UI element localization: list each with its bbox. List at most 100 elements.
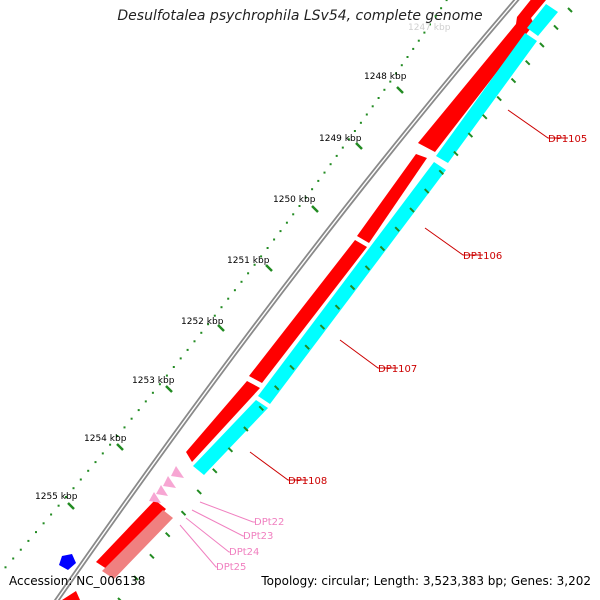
scale-dot (35, 531, 37, 534)
cds-dp1105-reverse (527, 4, 558, 36)
scale-dot (57, 504, 60, 507)
scale-dot (4, 566, 7, 569)
genome-backbone-inner (56, 0, 518, 600)
scale-dot (172, 366, 175, 368)
scale-dot (292, 213, 295, 216)
scale-dot (371, 105, 374, 108)
gene-labels: DP1105 DP1106 DP1107 DP1108 (288, 134, 587, 487)
scale-label-1251: 1251 kbp (227, 256, 270, 266)
scale-label-1249: 1249 kbp (319, 134, 362, 144)
gene-label-dp1108: DP1108 (288, 476, 327, 487)
scale-major-ticks (67, 86, 404, 510)
scale-labels: 1248 kbp 1249 kbp 1250 kbp 1251 kbp 1252… (35, 72, 407, 502)
inner-tick (482, 114, 488, 120)
cds-dp1107-reverse (258, 162, 446, 404)
scale-dot (359, 121, 362, 124)
genome-backbone-outer (53, 0, 520, 600)
scale-label-faint: 1247 kbp (408, 23, 451, 33)
inner-tick (319, 324, 326, 330)
inner-tick (423, 188, 430, 194)
trna-label-dpt24: DPt24 (229, 547, 259, 558)
scale-dot (137, 409, 140, 412)
cds-dp1108-forward (186, 381, 260, 462)
inner-tick (117, 597, 122, 600)
scale-dot (412, 47, 415, 50)
inner-tick (510, 77, 517, 84)
scale-dot (193, 340, 196, 343)
scale-dot (179, 357, 182, 360)
scale-dot (116, 435, 119, 437)
scale-dot (423, 31, 426, 34)
inner-tick (394, 226, 400, 232)
scale-dot (406, 56, 409, 58)
scale-dot (377, 97, 380, 99)
scale-dot (207, 323, 210, 326)
inner-tick (227, 447, 234, 453)
inner-tick (273, 385, 280, 391)
scale-dot (42, 522, 45, 525)
inner-tick (539, 42, 545, 48)
scale-dot (285, 221, 288, 224)
inner-tick (553, 24, 559, 31)
scale-dot (144, 400, 147, 403)
accession-text: Accession: NC_006138 (9, 574, 146, 588)
trna-dpt24-marker (156, 485, 168, 496)
scale-dot (298, 205, 301, 207)
scale-dot (165, 374, 168, 377)
cds-dp1108-reverse (193, 400, 268, 475)
scale-label-1255: 1255 kbp (35, 492, 78, 502)
scale-dot (87, 469, 90, 472)
scale-dot (65, 496, 67, 498)
scale-dot (130, 417, 133, 420)
inner-tick (453, 150, 459, 157)
scale-dot (213, 314, 216, 317)
scale-dot (434, 15, 437, 18)
trna-dpt25-marker (149, 492, 161, 503)
scale-dot (341, 146, 344, 149)
inner-tick (496, 95, 502, 102)
scale-dot (79, 478, 82, 481)
scale-label-1250: 1250 kbp (273, 195, 316, 205)
inner-tick (524, 59, 531, 66)
inner-tick (409, 207, 415, 213)
scale-dot (151, 391, 154, 394)
scale-dot (253, 263, 256, 266)
scale-dot (109, 443, 112, 446)
inner-tick (334, 304, 341, 310)
cds-bottom-forward (62, 591, 80, 600)
scale-dot (101, 452, 104, 455)
scale-dot (383, 88, 386, 91)
genome-summary-text: Topology: circular; Length: 3,523,383 bp… (261, 574, 591, 588)
scale-dot (335, 154, 338, 157)
trna-dpt23-marker (163, 476, 176, 488)
inner-tick (379, 245, 386, 252)
forward-cds-track (62, 0, 546, 600)
scale-dot (50, 513, 53, 516)
scale-dot (123, 426, 126, 429)
inner-tick (258, 405, 265, 412)
scale-label-1253: 1253 kbp (132, 376, 175, 386)
scale-dot (273, 238, 276, 241)
inner-tick (149, 553, 155, 560)
cds-dp1106-forward (357, 154, 427, 243)
inner-tick (196, 489, 202, 495)
trna-label-dpt25: DPt25 (216, 562, 246, 573)
scale-dot (353, 130, 356, 132)
inner-tick (243, 426, 249, 432)
scale-dot (365, 113, 368, 116)
scale-dot (440, 7, 443, 10)
scale-label-1254: 1254 kbp (84, 434, 127, 444)
cds-dp1105-forward (418, 0, 546, 152)
scale-dot (389, 80, 392, 83)
scale-dot (279, 230, 282, 233)
scale-dot (260, 255, 263, 258)
cds-trna-region-forward (96, 500, 166, 571)
inner-tick (289, 364, 295, 371)
scale-dot (400, 64, 403, 67)
map-title: Desulfotalea psychrophila LSv54, complet… (117, 8, 483, 24)
scale-dot (329, 163, 332, 166)
inner-tick (180, 510, 187, 516)
scale-dot (200, 331, 203, 334)
scale-dot (429, 23, 431, 26)
